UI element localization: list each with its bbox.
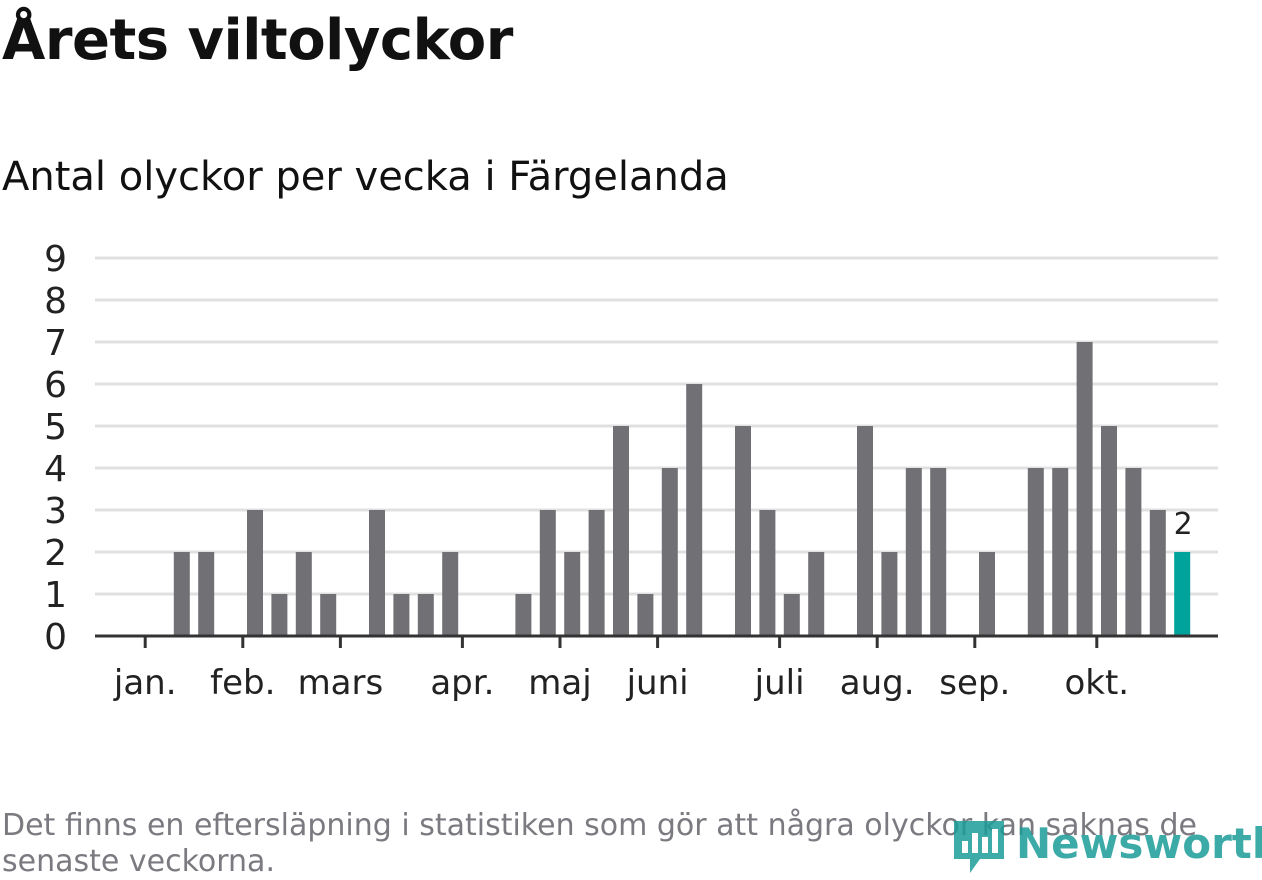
bar (515, 594, 532, 636)
bar (198, 552, 215, 636)
bar (271, 594, 288, 636)
x-tick-label: jan. (113, 663, 177, 703)
brand-name: Newsworthy (1016, 819, 1262, 868)
bar (1149, 510, 1166, 636)
bar (857, 426, 873, 636)
y-tick-label: 2 (44, 533, 67, 574)
x-tick-label: maj (528, 663, 591, 703)
bar (393, 594, 410, 636)
bar (1125, 468, 1142, 636)
highlighted-bar (1174, 552, 1191, 636)
bar (637, 594, 654, 636)
bar (613, 426, 629, 636)
bar (759, 510, 776, 636)
x-axis-ticks: jan. feb. mars apr. maj juni juli aug. sep. okt. (95, 634, 1218, 703)
bar (564, 552, 581, 636)
bar (588, 510, 605, 636)
bar (369, 510, 385, 636)
bar (661, 468, 678, 636)
bar (783, 594, 800, 636)
y-tick-label: 9 (44, 239, 67, 280)
bar (442, 552, 459, 636)
bar (735, 426, 751, 636)
bars: 2 (173, 342, 1193, 636)
y-tick-label: 1 (44, 575, 67, 616)
bar (295, 552, 312, 636)
chart-subtitle: Antal olyckor per vecka i Färgelanda (2, 154, 729, 200)
bar (979, 552, 995, 636)
y-tick-label: 0 (44, 617, 67, 658)
newsworthy-logo: Newsworthy (950, 817, 1262, 879)
bar (417, 594, 434, 636)
x-tick-label: juli (754, 663, 805, 703)
grid-lines (95, 256, 1218, 596)
bar (173, 552, 190, 636)
bar (247, 510, 263, 636)
bar (930, 468, 947, 636)
bar (1027, 468, 1044, 636)
bar (320, 594, 337, 636)
x-tick-label: aug. (840, 663, 915, 703)
x-tick-label: mars (298, 663, 384, 703)
bar (1101, 426, 1117, 636)
y-tick-label: 4 (44, 449, 67, 490)
bar (905, 468, 922, 636)
bar (1052, 468, 1069, 636)
chart-title: Årets viltolyckor (2, 8, 513, 73)
bar (1076, 342, 1093, 636)
x-tick-label: sep. (939, 663, 1010, 703)
bar (808, 552, 825, 636)
x-tick-label: feb. (210, 663, 275, 703)
highlight-data-label: 2 (1174, 507, 1193, 542)
y-tick-label: 8 (44, 281, 67, 322)
bar (881, 552, 898, 636)
y-tick-label: 6 (44, 365, 67, 406)
y-tick-label: 7 (44, 323, 67, 364)
x-tick-label: okt. (1064, 663, 1129, 703)
y-tick-label: 5 (44, 407, 67, 448)
y-tick-label: 3 (44, 491, 67, 532)
bar (539, 510, 556, 636)
bar (686, 384, 703, 636)
newsworthy-logo-icon (954, 821, 1004, 873)
x-tick-label: apr. (430, 663, 494, 703)
x-tick-label: juni (626, 663, 689, 703)
